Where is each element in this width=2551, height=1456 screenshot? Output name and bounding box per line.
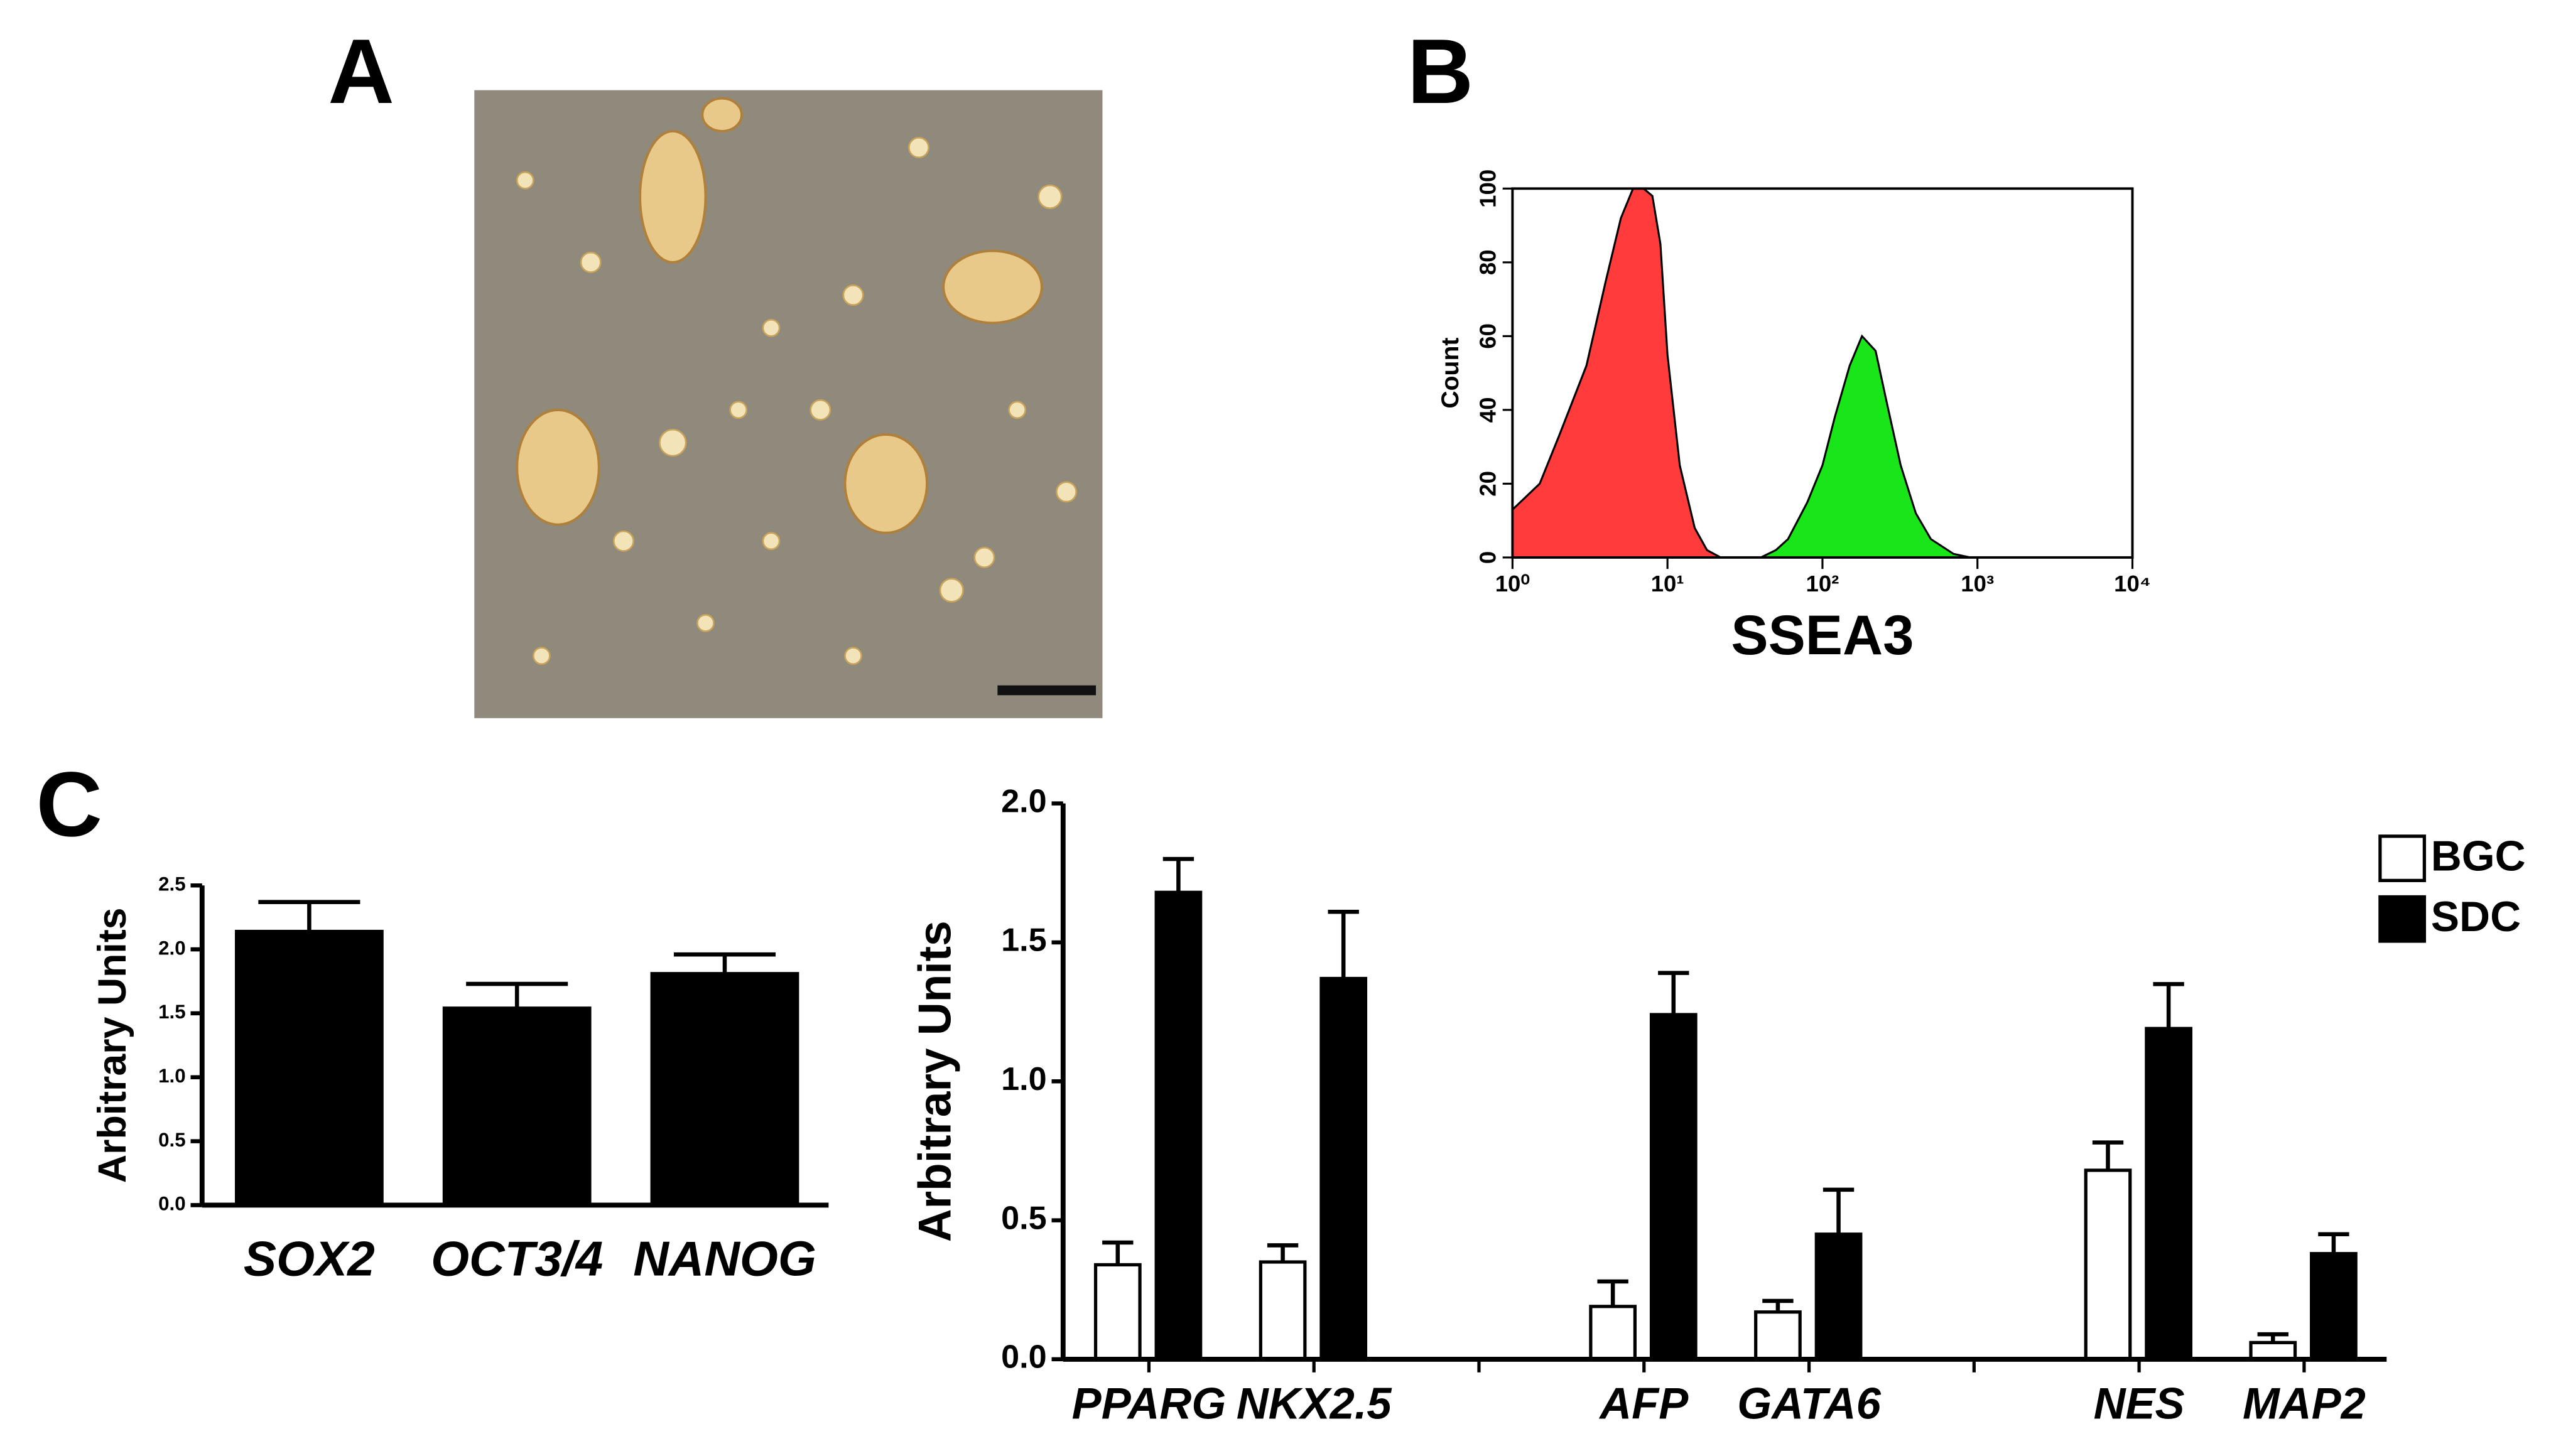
micrograph [474, 90, 1103, 718]
bar [2084, 1168, 2132, 1361]
y-tick-label: 1.5 [158, 1001, 186, 1023]
error-bar [1762, 1298, 1794, 1312]
panel-label: B [1407, 20, 1474, 122]
error-bar [2318, 1232, 2349, 1254]
y-tick-label: 2.0 [1001, 783, 1047, 819]
error-bar [2153, 982, 2184, 1029]
y-tick-label: 2.0 [158, 937, 186, 959]
y-tick-label: 0.0 [1001, 1339, 1047, 1376]
error-bar [673, 952, 776, 974]
panel-label: A [328, 20, 394, 122]
x-tick-label: 10³ [1961, 571, 1994, 596]
x-tick-label: AFP [1598, 1378, 1689, 1428]
x-tick-label: NES [2094, 1378, 2185, 1428]
bar [2310, 1252, 2358, 1361]
error-bar [1328, 909, 1359, 979]
bar [235, 929, 384, 1207]
error-bar [466, 981, 568, 1008]
area-fill [1512, 188, 1721, 558]
bar [1093, 1263, 1142, 1361]
bar [650, 972, 799, 1207]
legend-swatch [2378, 895, 2426, 943]
y-tick-label: 0.5 [158, 1129, 186, 1151]
y-axis-label: Count [1437, 338, 1464, 409]
x-axis-label: SSEA3 [1731, 604, 1914, 666]
y-tick-label: 2.5 [158, 873, 186, 895]
error-bar [1823, 1187, 1855, 1234]
bar [1754, 1310, 1802, 1361]
y-tick-label: 40 [1475, 397, 1500, 423]
y-tick-label: 0.5 [1001, 1200, 1047, 1236]
bar [2145, 1027, 2192, 1361]
legend-label: BGC [2431, 833, 2526, 880]
bar [442, 1006, 592, 1207]
x-tick-label: PPARG [1072, 1378, 1226, 1428]
x-tick-label: 10¹ [1651, 571, 1684, 596]
x-tick-label: OCT3/4 [431, 1231, 603, 1286]
y-axis-label: Arbitrary Units [910, 920, 961, 1242]
area-fill [1760, 336, 1971, 558]
error-bar [2092, 1140, 2124, 1170]
x-tick-label: NKX2.5 [1237, 1378, 1393, 1428]
x-tick-label: 10² [1806, 571, 1839, 596]
y-tick-label: 60 [1475, 323, 1500, 349]
y-tick-label: 0.0 [158, 1193, 186, 1215]
panel-label: C [36, 753, 102, 855]
error-bar [1102, 1240, 1134, 1265]
bar [1649, 1013, 1698, 1361]
error-bar [258, 900, 360, 932]
x-tick-label: GATA6 [1737, 1378, 1881, 1428]
error-bar [1658, 971, 1689, 1015]
y-tick-label: 1.5 [1001, 922, 1047, 959]
y-axis-label: Arbitrary Units [90, 907, 134, 1183]
bar [1259, 1260, 1307, 1361]
error-bar [1162, 856, 1194, 893]
x-tick-label: SOX2 [244, 1231, 375, 1286]
bar [1814, 1232, 1863, 1361]
bar [1154, 890, 1203, 1361]
legend-swatch [2378, 834, 2426, 882]
bar [1319, 976, 1368, 1361]
y-tick-label: 80 [1475, 250, 1500, 276]
legend-label: SDC [2431, 893, 2521, 941]
x-tick-label: NANOG [633, 1231, 816, 1286]
x-tick-label: 10⁴ [2114, 571, 2151, 596]
y-tick-label: 1.0 [1001, 1061, 1047, 1097]
x-tick-label: MAP2 [2243, 1378, 2366, 1428]
bar [1589, 1305, 1637, 1361]
y-tick-label: 20 [1475, 471, 1500, 497]
bar [2249, 1340, 2297, 1361]
area-outline [1760, 334, 1971, 559]
y-tick-label: 1.0 [158, 1065, 186, 1087]
y-tick-label: 0 [1475, 551, 1500, 564]
error-bar [1597, 1279, 1628, 1307]
x-tick-label: 10⁰ [1495, 571, 1530, 596]
error-bar [1267, 1243, 1299, 1262]
y-tick-label: 100 [1475, 170, 1500, 208]
